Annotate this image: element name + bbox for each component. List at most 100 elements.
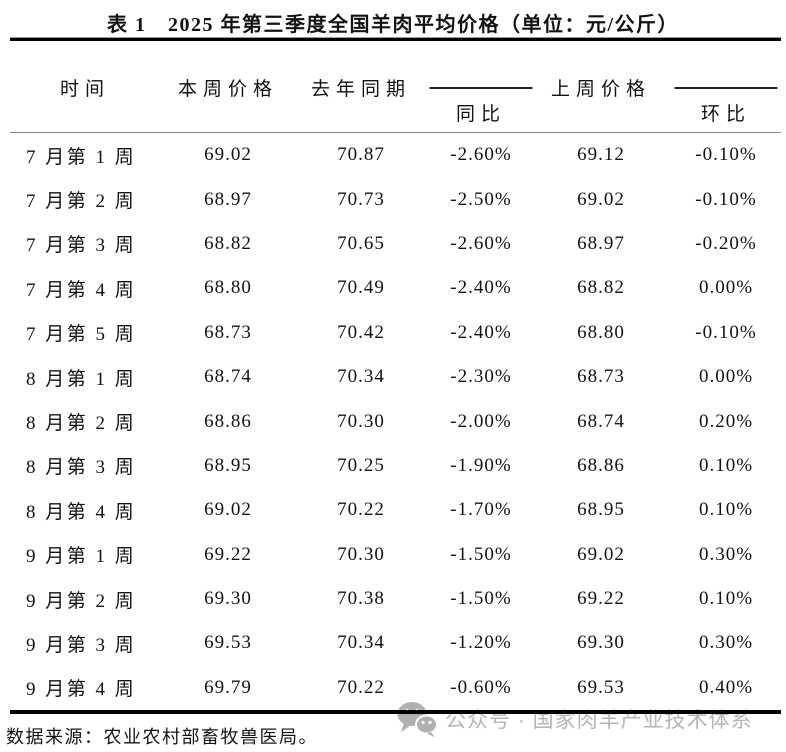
cell-prev-week-price: 68.82 — [577, 277, 625, 299]
table-top-border — [10, 37, 781, 41]
cell-this-week-price: 68.80 — [204, 277, 252, 299]
cell-yoy: -2.40% — [450, 277, 512, 299]
cell-time: 9 月第 1 周 — [26, 546, 137, 568]
table-row: 8 月第 4 周 69.02 70.22 -1.70% 68.95 0.10% — [10, 488, 786, 532]
table-row: 7 月第 2 周 68.97 70.73 -2.50% 69.02 -0.10% — [10, 177, 786, 221]
cell-last-year-period: 70.22 — [337, 499, 385, 521]
cell-time: 8 月第 3 周 — [26, 457, 137, 479]
cell-last-year-period: 70.49 — [337, 277, 385, 299]
cell-mom: 0.20% — [698, 410, 754, 432]
cell-prev-week-price: 69.53 — [577, 676, 625, 698]
table-row: 9 月第 2 周 69.30 70.38 -1.50% 69.22 0.10% — [10, 577, 786, 621]
cell-this-week-price: 69.02 — [204, 144, 252, 166]
cell-this-week-price: 68.86 — [204, 410, 252, 432]
cell-last-year-period: 70.34 — [337, 366, 385, 388]
cell-last-year-period: 70.22 — [337, 676, 385, 698]
cell-last-year-period: 70.38 — [337, 588, 385, 610]
cell-last-year-period: 70.87 — [337, 144, 385, 166]
cell-mom: -0.10% — [695, 321, 757, 343]
table-row: 9 月第 3 周 69.53 70.34 -1.20% 69.30 0.30% — [10, 621, 786, 665]
cell-prev-week-price: 68.74 — [577, 410, 625, 432]
cell-time: 9 月第 2 周 — [26, 590, 137, 612]
cell-prev-week-price: 68.73 — [577, 366, 625, 388]
cell-yoy: -1.20% — [450, 632, 512, 654]
table-bottom-border — [10, 710, 781, 714]
cell-time: 7 月第 3 周 — [26, 235, 137, 257]
column-header-time: 时间 — [59, 78, 110, 100]
cell-prev-week-price: 68.97 — [577, 232, 625, 254]
cell-yoy: -1.90% — [450, 454, 512, 476]
table-title: 表 1 2025 年第三季度全国羊肉平均价格（单位：元/公斤） — [106, 14, 680, 36]
data-source-note: 数据来源：农业农村部畜牧兽医局。 — [6, 727, 318, 747]
cell-last-year-period: 70.34 — [337, 632, 385, 654]
cell-last-year-period: 70.25 — [337, 454, 385, 476]
cell-yoy: -2.40% — [450, 321, 512, 343]
cell-yoy: -1.50% — [450, 588, 512, 610]
cell-this-week-price: 68.95 — [204, 454, 252, 476]
cell-last-year-period: 70.65 — [337, 232, 385, 254]
cell-time: 9 月第 4 周 — [26, 679, 137, 701]
cell-this-week-price: 68.82 — [204, 232, 252, 254]
cell-mom: 0.10% — [698, 588, 754, 610]
cell-prev-week-price: 68.95 — [577, 499, 625, 521]
table-row: 8 月第 2 周 68.86 70.30 -2.00% 68.74 0.20% — [10, 399, 786, 443]
wechat-icon — [397, 702, 438, 738]
cell-this-week-price: 69.79 — [204, 676, 252, 698]
cell-time: 7 月第 5 周 — [26, 324, 137, 346]
cell-this-week-price: 68.97 — [204, 188, 252, 210]
cell-mom: -0.10% — [695, 188, 757, 210]
cell-prev-week-price: 69.12 — [577, 144, 625, 166]
cell-yoy: -1.70% — [450, 499, 512, 521]
cell-mom: 0.00% — [698, 366, 754, 388]
cell-prev-week-price: 69.30 — [577, 632, 625, 654]
table-row: 8 月第 1 周 68.74 70.34 -2.30% 68.73 0.00% — [10, 355, 786, 399]
cell-mom: -0.20% — [695, 232, 757, 254]
table-row: 8 月第 3 周 68.95 70.25 -1.90% 68.86 0.10% — [10, 444, 786, 488]
cell-prev-week-price: 69.02 — [577, 188, 625, 210]
cell-mom: -0.10% — [695, 144, 757, 166]
yoy-overline-rule — [429, 87, 533, 89]
cell-last-year-period: 70.30 — [337, 410, 385, 432]
cell-yoy: -2.60% — [450, 232, 512, 254]
cell-yoy: -2.60% — [450, 144, 512, 166]
table-row: 9 月第 1 周 69.22 70.30 -1.50% 69.02 0.30% — [10, 533, 786, 577]
cell-prev-week-price: 69.22 — [577, 588, 625, 610]
cell-time: 8 月第 1 周 — [26, 368, 137, 390]
cell-this-week-price: 69.53 — [204, 632, 252, 654]
cell-yoy: -2.50% — [450, 188, 512, 210]
cell-time: 7 月第 2 周 — [26, 191, 137, 213]
cell-yoy: -0.60% — [450, 676, 512, 698]
table-row: 7 月第 5 周 68.73 70.42 -2.40% 68.80 -0.10% — [10, 311, 786, 355]
cell-yoy: -2.30% — [450, 366, 512, 388]
cell-time: 7 月第 1 周 — [26, 146, 137, 168]
table-body: 7 月第 1 周 69.02 70.87 -2.60% 69.12 -0.10%… — [10, 133, 786, 710]
cell-yoy: -1.50% — [450, 543, 512, 565]
cell-time: 7 月第 4 周 — [26, 279, 137, 301]
table-row: 7 月第 1 周 69.02 70.87 -2.60% 69.12 -0.10% — [10, 133, 786, 177]
cell-prev-week-price: 68.80 — [577, 321, 625, 343]
column-header-yoy: 同比 — [426, 42, 536, 132]
cell-time: 9 月第 3 周 — [26, 634, 137, 656]
cell-this-week-price: 68.73 — [204, 321, 252, 343]
cell-last-year-period: 70.42 — [337, 321, 385, 343]
header-separator-rule — [10, 132, 781, 133]
cell-mom: 0.10% — [698, 454, 754, 476]
yoy-label: 同比 — [455, 104, 506, 125]
column-header-this-week-price: 本周价格 — [177, 78, 278, 100]
cell-prev-week-price: 68.86 — [577, 454, 625, 476]
column-header-mom: 环比 — [666, 42, 786, 132]
cell-yoy: -2.00% — [450, 410, 512, 432]
cell-this-week-price: 68.74 — [204, 366, 252, 388]
watermark: 公众号 · 国家肉羊产业技术体系 — [396, 699, 753, 739]
cell-this-week-price: 69.22 — [204, 543, 252, 565]
table-row: 9 月第 4 周 69.79 70.22 -0.60% 69.53 0.40% — [10, 666, 786, 710]
cell-mom: 0.40% — [698, 676, 754, 698]
cell-prev-week-price: 69.02 — [577, 543, 625, 565]
cell-last-year-period: 70.30 — [337, 543, 385, 565]
cell-mom: 0.10% — [698, 499, 754, 521]
table-row: 7 月第 3 周 68.82 70.65 -2.60% 68.97 -0.20% — [10, 222, 786, 266]
cell-mom: 0.00% — [698, 277, 754, 299]
cell-time: 8 月第 2 周 — [26, 413, 137, 435]
column-header-last-year-period: 去年同期 — [310, 78, 411, 100]
